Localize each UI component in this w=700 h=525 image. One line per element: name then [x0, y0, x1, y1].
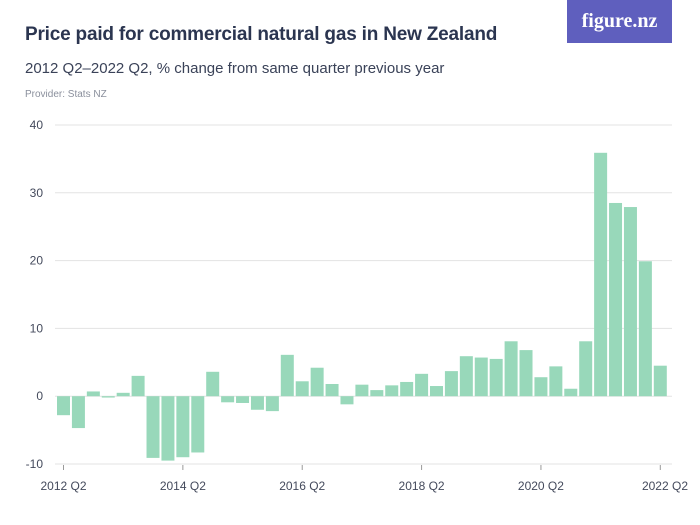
bar [57, 396, 70, 416]
bar [623, 207, 637, 397]
bar [489, 358, 503, 397]
x-tick-label: 2018 Q2 [399, 479, 445, 493]
data-provider: Provider: Stats NZ [25, 89, 107, 100]
x-tick-label: 2016 Q2 [279, 479, 325, 493]
bar [221, 396, 235, 403]
bar [564, 388, 578, 397]
bar [474, 357, 488, 397]
y-tick-label: 30 [30, 186, 44, 200]
bar [236, 396, 250, 403]
x-tick-label: 2022 Q2 [642, 479, 688, 493]
bar [579, 341, 593, 397]
y-tick-label: 10 [30, 321, 44, 335]
bar [295, 381, 309, 397]
bar [609, 202, 623, 397]
bar [594, 152, 608, 397]
bar [459, 356, 473, 397]
bar [71, 396, 85, 429]
bar [161, 396, 175, 461]
bar [415, 373, 429, 397]
bar [549, 366, 563, 397]
bar [325, 383, 339, 397]
bar [638, 261, 652, 397]
bar [86, 391, 100, 397]
bar [400, 381, 414, 397]
bar [355, 384, 369, 397]
x-tick-label: 2012 Q2 [40, 479, 86, 493]
bar [116, 392, 130, 397]
bar [340, 396, 354, 405]
bar [206, 371, 220, 397]
y-tick-label: -10 [26, 457, 44, 471]
bar [504, 341, 518, 397]
bar [430, 386, 443, 397]
bar [653, 365, 667, 397]
x-tick-label: 2014 Q2 [160, 479, 206, 493]
y-tick-label: 40 [30, 118, 44, 132]
bar [101, 396, 115, 398]
x-tick-label: 2020 Q2 [518, 479, 564, 493]
bar [519, 350, 533, 397]
bar [176, 396, 190, 458]
bar [444, 371, 458, 397]
bar [370, 390, 384, 397]
bar [191, 396, 205, 453]
figure-nz-logo[interactable]: figure.nz [567, 0, 672, 43]
bar [310, 367, 324, 397]
bar [250, 396, 264, 410]
bar [146, 396, 160, 458]
chart-title: Price paid for commercial natural gas in… [25, 24, 498, 45]
bar [131, 375, 145, 397]
y-tick-label: 20 [30, 254, 44, 268]
y-tick-label: 0 [36, 389, 43, 403]
bar [534, 377, 548, 397]
chart-subtitle: 2012 Q2–2022 Q2, % change from same quar… [25, 60, 445, 77]
bar [265, 396, 279, 412]
bar [280, 354, 294, 397]
bar [385, 385, 399, 397]
